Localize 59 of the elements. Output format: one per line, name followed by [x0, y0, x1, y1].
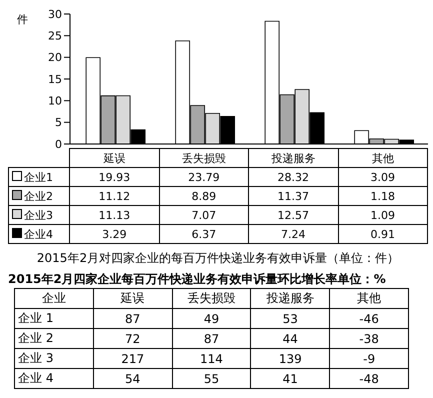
data-label: 12.57 [248, 206, 338, 224]
x-tick-label: 投递服务 [250, 288, 330, 308]
x-tick-label: 投递服务 [248, 148, 338, 168]
y-tick-label: 10 [48, 94, 62, 108]
data-label: 72 [93, 328, 172, 348]
y-tick-label: 0 [55, 138, 62, 151]
x-tick-label: 其他 [338, 148, 428, 168]
y-tick-label: 企业 2 [14, 328, 94, 348]
data-label: 41 [250, 368, 330, 388]
data-label: 11.12 [70, 186, 160, 206]
y-tick-label: 企业 1 [14, 308, 94, 328]
data-label: 7.24 [248, 224, 338, 244]
data-label: 87 [93, 308, 172, 328]
legend-label: 企业4 [8, 224, 70, 244]
data-label: 0.91 [338, 224, 428, 244]
data-label: 6.37 [159, 224, 249, 244]
chart-title: 2015年2月四家企业每百万件快递业务有效申诉量环比增长率单位：% [8, 271, 387, 288]
data-label: 87 [172, 328, 251, 348]
legend-label: 企业1 [8, 168, 70, 186]
y-tick-label: 5 [55, 116, 62, 130]
data-label: 1.09 [338, 206, 428, 224]
legend-label: 企业3 [8, 206, 70, 224]
data-label: -48 [330, 368, 408, 388]
data-label: 114 [172, 348, 251, 368]
data-label: 1.18 [338, 186, 428, 206]
data-label: 54 [93, 368, 172, 388]
data-label: -38 [330, 328, 408, 348]
data-label: -46 [330, 308, 408, 328]
data-label: 28.32 [248, 168, 338, 186]
y-tick-label: 15 [48, 72, 62, 86]
data-label: 3.09 [338, 168, 428, 186]
data-label: 19.93 [70, 168, 160, 186]
x-tick-label: 延误 [93, 288, 172, 308]
y-tick-label: 25 [48, 30, 62, 43]
data-label: 3.29 [70, 224, 160, 244]
y-tick-label: 企业 4 [14, 368, 94, 388]
data-label: 23.79 [159, 168, 249, 186]
y-axis-title: 企业 [14, 288, 94, 308]
legend-label: 企业2 [8, 186, 70, 206]
text: 2015年2月对四家企业的每百万件快递业务有效申诉量（单位：件） [36, 250, 400, 267]
data-label: 11.37 [248, 186, 338, 206]
data-label: 217 [93, 348, 172, 368]
x-tick-label: 丢失损毁 [159, 148, 249, 168]
y-tick-label: 20 [48, 51, 62, 64]
data-label: 44 [250, 328, 330, 348]
y-axis-title: 件 [17, 12, 28, 26]
x-tick-label: 延误 [70, 148, 160, 168]
data-label: 8.89 [159, 186, 249, 206]
data-label: 49 [172, 308, 251, 328]
data-label: 7.07 [159, 206, 249, 224]
data-label: 53 [250, 308, 330, 328]
data-label: 139 [250, 348, 330, 368]
data-label: -9 [330, 348, 408, 368]
y-tick-label: 企业 3 [14, 348, 94, 368]
x-tick-label: 丢失损毁 [172, 288, 251, 308]
y-tick-label: 30 [48, 8, 62, 21]
data-label: 11.13 [70, 206, 160, 224]
x-tick-label: 其他 [330, 288, 408, 308]
data-label: 55 [172, 368, 251, 388]
